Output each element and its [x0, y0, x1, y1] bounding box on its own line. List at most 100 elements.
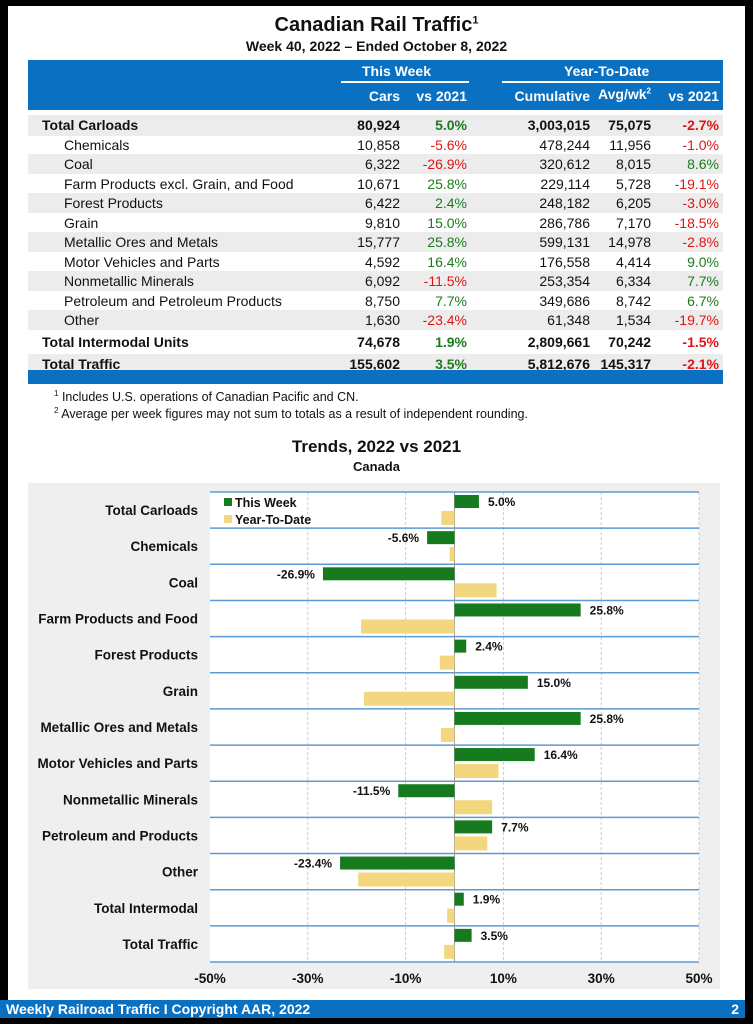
- bar-this-week: [454, 711, 581, 725]
- col-vs2021: vs 2021: [416, 88, 467, 104]
- cell-avg-wk: 14,978: [608, 234, 651, 250]
- cell-cumulative: 61,348: [547, 312, 590, 328]
- cell-cumulative: 2,809,661: [527, 334, 590, 350]
- cell-cumulative: 229,114: [540, 175, 590, 192]
- cell-cumulative: 176,558: [539, 253, 590, 270]
- category-label: Total Carloads: [105, 503, 198, 518]
- footer-bar: Weekly Railroad Traffic I Copyright AAR,…: [0, 1000, 745, 1018]
- cell-avg-wk: 7,170: [615, 214, 651, 231]
- table-row: Farm Products excl. Grain, and Food 10,67…: [28, 174, 723, 194]
- category-label: Total Traffic: [122, 937, 198, 952]
- bar-this-week: [454, 639, 467, 653]
- col-cumulative: Cumulative: [514, 88, 590, 104]
- cell-cars: 9,810: [364, 214, 400, 231]
- bar-year-to-date: [440, 727, 455, 742]
- cell-ytd-vs2021: 7.7%: [687, 273, 719, 289]
- cell-cumulative: 599,131: [539, 234, 590, 250]
- category-label: Petroleum and Products: [42, 828, 198, 843]
- category-label: Farm Products and Food: [38, 612, 198, 627]
- cell-cars: 4,592: [364, 253, 400, 270]
- cell-ytd-vs2021: -2.7%: [682, 117, 719, 133]
- group-this-week: This Week: [362, 63, 431, 79]
- bar-this-week: [454, 928, 472, 942]
- title-text: Canadian Rail Traffic: [274, 14, 473, 36]
- table-row: Chemicals 10,858 -5.6% 478,244 11,956 -1.0%: [28, 135, 723, 155]
- cell-avg-wk: 11,956: [609, 136, 651, 153]
- cell-cumulative: 3,003,015: [527, 117, 590, 133]
- cell-ytd-vs2021: -2.8%: [682, 234, 719, 250]
- category-label: Chemicals: [130, 539, 198, 554]
- bar-year-to-date: [454, 764, 499, 779]
- category-label: Total Intermodal: [94, 901, 198, 916]
- title-footnote-mark: 1: [472, 14, 479, 27]
- row-label: Coal: [64, 156, 93, 172]
- col-ytd-vs2021: vs 2021: [668, 88, 719, 104]
- legend-swatch-this-week: [224, 498, 232, 506]
- cell-avg-wk: 75,075: [608, 117, 651, 133]
- cell-cumulative: 248,182: [539, 195, 590, 211]
- cell-avg-wk: 70,242: [608, 334, 651, 350]
- col-avg-text: Avg/wk: [598, 86, 647, 102]
- bar-year-to-date: [361, 619, 455, 634]
- footnote-mark: 1: [54, 389, 59, 398]
- bar-year-to-date: [364, 691, 455, 706]
- cell-vs2021: 2.4%: [435, 195, 467, 211]
- row-label: Farm Products excl. Grain, and Food: [64, 175, 294, 192]
- trends-chart: Total Carloads 5.0% Chemicals -5.6% Coal -26.…: [37, 491, 713, 986]
- x-tick-label: -30%: [292, 971, 324, 986]
- data-label: 3.5%: [481, 929, 509, 943]
- cell-vs2021: 16.4%: [427, 253, 467, 270]
- bar-year-to-date: [454, 583, 497, 598]
- footnote-2: 2 Average per week figures may not sum t…: [54, 406, 528, 421]
- cell-cumulative: 253,354: [539, 273, 590, 289]
- footnote-text: Average per week figures may not sum to …: [61, 407, 528, 422]
- cell-vs2021: 25.8%: [427, 175, 467, 192]
- cell-cumulative: 478,244: [539, 136, 590, 153]
- cell-ytd-vs2021: -3.0%: [682, 195, 719, 211]
- cell-vs2021: -5.6%: [430, 136, 467, 153]
- x-tick-label: -10%: [390, 971, 422, 986]
- cell-vs2021: 1.9%: [435, 334, 467, 350]
- cell-cumulative: 286,786: [539, 214, 590, 231]
- row-label: Grain: [64, 214, 99, 231]
- bar-this-week: [398, 784, 455, 798]
- cell-vs2021: 7.7%: [435, 292, 467, 309]
- data-label: 15.0%: [537, 676, 571, 690]
- page: Canadian Rail Traffic1 Week 40, 2022 – E…: [0, 6, 745, 1018]
- x-tick-label: 30%: [588, 971, 615, 986]
- data-label: 7.7%: [501, 820, 529, 834]
- table-row: Metallic Ores and Metals 15,777 25.8% 599,1…: [28, 232, 723, 252]
- cell-avg-wk: 6,205: [615, 195, 651, 211]
- cell-cars: 6,422: [364, 195, 400, 211]
- table-row: Petroleum and Petroleum Products 8,750 7.7…: [28, 291, 723, 311]
- table-footer-band: [28, 370, 723, 384]
- table-row: Motor Vehicles and Parts 4,592 16.4% 176,55…: [28, 252, 723, 272]
- divider: [341, 81, 469, 83]
- cell-vs2021: -23.4%: [422, 312, 467, 328]
- data-label: -5.6%: [388, 531, 420, 545]
- cell-cumulative: 349,686: [539, 292, 590, 309]
- bar-this-week: [454, 603, 581, 617]
- chart-subtitle: Canada: [353, 459, 400, 474]
- cell-cars: 80,924: [357, 117, 400, 133]
- cell-ytd-vs2021: 6.7%: [687, 292, 719, 309]
- data-label: 16.4%: [544, 748, 578, 762]
- x-tick-label: 10%: [490, 971, 517, 986]
- col-cars: Cars: [368, 88, 400, 104]
- category-label: Grain: [163, 684, 198, 699]
- category-label: Coal: [169, 575, 198, 590]
- cell-ytd-vs2021: -1.5%: [682, 334, 719, 350]
- page-number: 2: [731, 1001, 739, 1017]
- cell-cumulative: 5,812,676: [527, 356, 590, 372]
- legend-swatch-ytd: [224, 515, 232, 523]
- category-label: Other: [162, 865, 199, 880]
- table-row: Total Traffic 155,602 3.5% 5,812,676 145,317…: [28, 354, 723, 375]
- cell-ytd-vs2021: 8.6%: [687, 156, 719, 172]
- table-header: This Week Year-To-Date Cars vs 2021 Cumu…: [28, 60, 723, 110]
- bar-this-week: [454, 892, 464, 906]
- cell-vs2021: 5.0%: [435, 117, 467, 133]
- table-row: Total Intermodal Units 74,678 1.9% 2,809,66…: [28, 332, 723, 353]
- category-label: Metallic Ores and Metals: [40, 720, 198, 735]
- cell-cars: 15,777: [357, 234, 400, 250]
- table-row: Nonmetallic Minerals 6,092 -11.5% 253,354 6,…: [28, 271, 723, 291]
